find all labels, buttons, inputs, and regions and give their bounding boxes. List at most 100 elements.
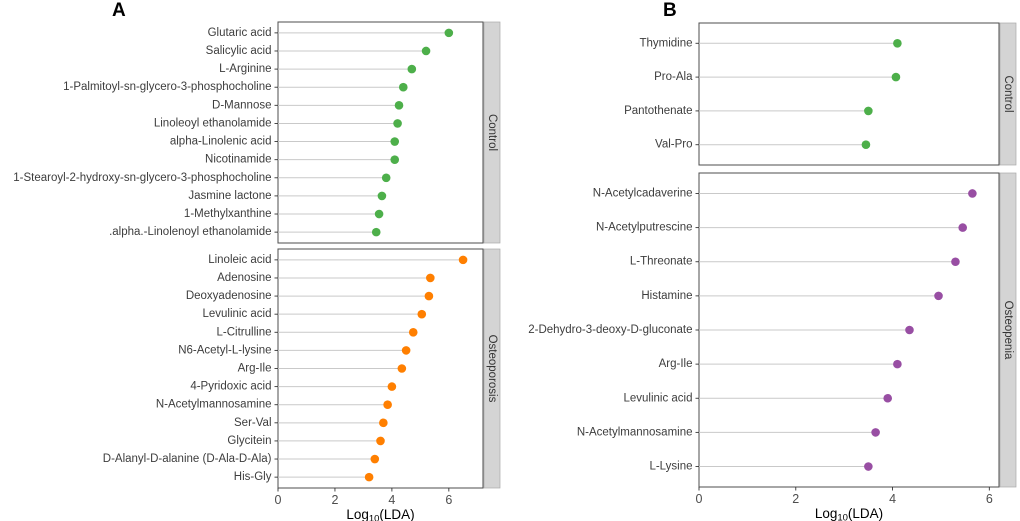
y-axis-label: Deoxyadenosine — [186, 290, 272, 302]
data-point — [408, 327, 418, 337]
y-axis-label: D-Alanyl-D-alanine (D-Ala-D-Ala) — [103, 453, 272, 465]
y-axis-label: .alpha.-Linolenoyl ethanolamide — [109, 226, 271, 238]
x-tick-label: 4 — [388, 493, 395, 507]
data-point — [383, 400, 392, 410]
x-axis-title: Log10(LDA) — [346, 507, 414, 521]
x-tick-label: 4 — [889, 492, 896, 506]
x-axis-title: Log10(LDA) — [815, 506, 883, 521]
y-axis-label: Adenosine — [217, 272, 271, 284]
panel-b-label: B — [663, 0, 677, 21]
facet-panel — [698, 22, 1000, 166]
data-point — [394, 101, 404, 110]
y-axis-label: Thymidine — [639, 37, 692, 49]
data-point — [376, 436, 385, 446]
data-point — [401, 346, 411, 355]
data-point — [398, 82, 408, 92]
facet-strip-label: Control — [1002, 75, 1014, 112]
facet-strip-label: Osteoporosis — [486, 335, 498, 403]
y-axis-label: N-Acetylcadaverine — [593, 187, 693, 199]
y-axis-label: L-Citrulline — [217, 326, 272, 338]
y-axis-label: Glutaric acid — [208, 27, 272, 39]
y-axis-label: Pantothenate — [624, 105, 692, 117]
y-axis-label: Jasmine lactone — [188, 190, 271, 202]
x-tick-label: 0 — [275, 493, 282, 507]
y-axis-label: N-Acetylmannosamine — [577, 426, 693, 438]
x-tick-label: 2 — [792, 492, 799, 506]
data-point — [424, 291, 434, 301]
data-point — [370, 454, 380, 464]
data-point — [377, 191, 387, 201]
facet-strip-label: Control — [486, 114, 498, 151]
y-axis-label: Pro-Ala — [654, 71, 693, 83]
x-tick-label: 6 — [445, 493, 452, 507]
y-axis-label: Val-Pro — [655, 139, 693, 151]
data-point — [379, 418, 388, 428]
data-point — [958, 223, 968, 232]
y-axis-label: Arg-Ile — [238, 363, 272, 375]
data-point — [883, 393, 893, 403]
data-point — [381, 173, 391, 183]
data-point — [371, 227, 381, 237]
data-point — [893, 38, 902, 48]
data-point — [458, 255, 468, 265]
data-point — [397, 364, 407, 373]
facet-strip — [483, 248, 501, 489]
facet-panel — [277, 21, 484, 244]
data-point — [905, 325, 914, 335]
facet-control: Control Thymidine Pro-Ala Pantothenate Val-P… — [624, 22, 1017, 166]
data-point — [364, 472, 374, 482]
data-point — [387, 382, 397, 391]
data-point — [861, 140, 871, 150]
y-axis-label: N6-Acetyl-L-lysine — [178, 344, 271, 356]
y-axis-label: L-Threonate — [630, 256, 693, 268]
data-point — [444, 28, 454, 38]
y-axis-label: 4-Pyridoxic acid — [190, 381, 271, 393]
facet-strip-label: Osteopenia — [1002, 301, 1014, 360]
y-axis-label: L-Lysine — [649, 461, 692, 473]
facet-control: Control Glutaric acid Salicylic acid L-Argi… — [13, 21, 501, 244]
facet-osteopenia: Osteopenia N-Acetylcadaverine N-Acetylputr… — [528, 172, 1017, 488]
data-point — [421, 46, 431, 56]
data-point — [871, 428, 880, 437]
data-point — [968, 189, 977, 198]
data-point — [417, 309, 427, 319]
x-tick-label: 6 — [986, 492, 993, 506]
y-axis-label: Levulinic acid — [202, 308, 271, 320]
y-axis-label: 1-Palmitoyl-sn-glycero-3-phosphocholine — [63, 81, 271, 93]
y-axis-label: Ser-Val — [234, 417, 272, 429]
y-axis-label: His-Gly — [234, 471, 272, 483]
panel-a: Control Glutaric acid Salicylic acid L-Argi… — [13, 21, 501, 521]
y-axis-label: Glycitein — [227, 435, 271, 447]
y-axis-label: alpha-Linolenic acid — [170, 136, 272, 148]
y-axis-label: Salicylic acid — [206, 45, 272, 57]
panel-b: Control Thymidine Pro-Ala Pantothenate Val-P… — [528, 22, 1017, 521]
data-point — [393, 119, 402, 128]
data-point — [893, 359, 902, 369]
facet-strip — [999, 172, 1017, 488]
data-point — [934, 291, 943, 301]
y-axis-label: N-Acetylmannosamine — [156, 399, 272, 411]
data-point — [390, 155, 400, 164]
y-axis-label: L-Arginine — [219, 63, 271, 75]
y-axis-label: Arg-Ile — [659, 358, 693, 370]
x-tick-label: 0 — [696, 492, 703, 506]
panel-a-label: A — [112, 0, 126, 21]
y-axis-label: 1-Stearoyl-2-hydroxy-sn-glycero-3-phosph… — [13, 172, 271, 184]
facet-strip — [483, 21, 501, 244]
y-axis-label: Linoleoyl ethanolamide — [154, 117, 272, 129]
data-point — [951, 257, 960, 267]
data-point — [426, 273, 435, 283]
x-tick-label: 2 — [331, 493, 338, 507]
data-point — [407, 64, 417, 74]
y-axis-label: D-Mannose — [212, 99, 271, 111]
y-axis-label: Linoleic acid — [208, 254, 271, 266]
y-axis-label: N-Acetylputrescine — [596, 222, 693, 234]
facet-strip — [999, 22, 1017, 166]
data-point — [864, 462, 873, 471]
data-point — [891, 72, 901, 82]
data-point — [864, 106, 873, 116]
y-axis-label: Nicotinamide — [205, 154, 271, 166]
facet-osteoporosis: Osteoporosis Linoleic acid Adenosine Deoxya… — [103, 248, 501, 489]
